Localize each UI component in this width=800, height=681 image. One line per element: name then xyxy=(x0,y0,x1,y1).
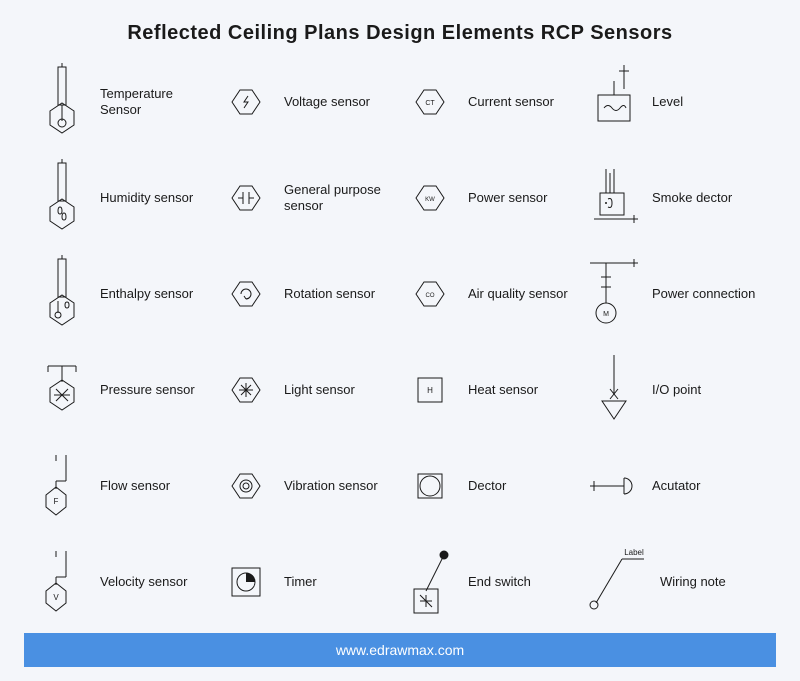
vibration-sensor-icon xyxy=(218,447,274,525)
cell-rotation: Rotation sensor xyxy=(218,255,398,333)
io-point-icon xyxy=(586,351,642,429)
cell-level: Level xyxy=(586,63,766,141)
voltage-sensor-icon xyxy=(218,63,274,141)
velocity-sensor-icon: V xyxy=(34,543,90,621)
label-actuator: Acutator xyxy=(652,478,700,494)
actuator-icon xyxy=(586,447,642,525)
flow-sensor-icon: F xyxy=(34,447,90,525)
label-flow: Flow sensor xyxy=(100,478,170,494)
cell-timer: Timer xyxy=(218,543,398,621)
cell-pressure: Pressure sensor xyxy=(34,351,214,429)
power-sensor-icon: KW xyxy=(402,159,458,237)
rotation-sensor-icon xyxy=(218,255,274,333)
light-sensor-icon xyxy=(218,351,274,429)
svg-text:KW: KW xyxy=(425,197,435,203)
label-light: Light sensor xyxy=(284,382,355,398)
label-enthalpy: Enthalpy sensor xyxy=(100,286,193,302)
cell-endswitch: End switch xyxy=(402,543,582,621)
label-velocity: Velocity sensor xyxy=(100,574,187,590)
label-vibration: Vibration sensor xyxy=(284,478,378,494)
label-pressure: Pressure sensor xyxy=(100,382,195,398)
cell-dector: Dector xyxy=(402,447,582,525)
cell-heat: H Heat sensor xyxy=(402,351,582,429)
current-sensor-icon: CT xyxy=(402,63,458,141)
humidity-sensor-icon xyxy=(34,159,90,237)
svg-text:CO: CO xyxy=(426,293,435,299)
footer-url: www.edrawmax.com xyxy=(336,642,464,658)
cell-humidity: Humidity sensor xyxy=(34,159,214,237)
label-iopoint: I/O point xyxy=(652,382,701,398)
page-title: Reflected Ceiling Plans Design Elements … xyxy=(0,0,800,63)
pressure-sensor-icon xyxy=(34,351,90,429)
label-voltage: Voltage sensor xyxy=(284,94,370,110)
svg-text:V: V xyxy=(53,593,59,602)
label-timer: Timer xyxy=(284,574,317,590)
label-level: Level xyxy=(652,94,683,110)
cell-current: CT Current sensor xyxy=(402,63,582,141)
label-humidity: Humidity sensor xyxy=(100,190,193,206)
label-power: Power sensor xyxy=(468,190,547,206)
label-endswitch: End switch xyxy=(468,574,531,590)
label-heat: Heat sensor xyxy=(468,382,538,398)
label-temperature: Temperature Sensor xyxy=(100,86,214,119)
label-dector: Dector xyxy=(468,478,506,494)
cell-air: CO Air quality sensor xyxy=(402,255,582,333)
svg-text:M: M xyxy=(603,311,609,318)
cell-voltage: Voltage sensor xyxy=(218,63,398,141)
cell-enthalpy: Enthalpy sensor xyxy=(34,255,214,333)
label-air: Air quality sensor xyxy=(468,286,568,302)
air-quality-sensor-icon: CO xyxy=(402,255,458,333)
level-icon xyxy=(586,63,642,141)
timer-icon xyxy=(218,543,274,621)
heat-sensor-icon: H xyxy=(402,351,458,429)
cell-smoke: Smoke dector xyxy=(586,159,766,237)
wiring-sublabel: Label xyxy=(624,548,644,557)
cell-power: KW Power sensor xyxy=(402,159,582,237)
smoke-dector-icon xyxy=(586,159,642,237)
cell-wiring: Label Wiring note xyxy=(586,543,766,621)
end-switch-icon xyxy=(402,543,458,621)
cell-light: Light sensor xyxy=(218,351,398,429)
power-connection-icon: M xyxy=(586,255,642,333)
general-sensor-icon xyxy=(218,159,274,237)
cell-iopoint: I/O point xyxy=(586,351,766,429)
svg-text:H: H xyxy=(427,386,433,395)
label-smoke: Smoke dector xyxy=(652,190,732,206)
svg-text:CT: CT xyxy=(425,100,435,107)
cell-velocity: V Velocity sensor xyxy=(34,543,214,621)
cell-vibration: Vibration sensor xyxy=(218,447,398,525)
temperature-sensor-icon xyxy=(34,63,90,141)
sensor-grid: Temperature Sensor Voltage sensor CT Cur… xyxy=(0,63,800,621)
label-general: General purpose sensor xyxy=(284,182,398,215)
label-rotation: Rotation sensor xyxy=(284,286,375,302)
cell-actuator: Acutator xyxy=(586,447,766,525)
dector-icon xyxy=(402,447,458,525)
cell-powerconn: M Power connection xyxy=(586,255,766,333)
label-current: Current sensor xyxy=(468,94,554,110)
cell-temperature: Temperature Sensor xyxy=(34,63,214,141)
label-wiring: Wiring note xyxy=(660,574,726,590)
enthalpy-sensor-icon xyxy=(34,255,90,333)
cell-flow: F Flow sensor xyxy=(34,447,214,525)
label-powerconn: Power connection xyxy=(652,286,755,302)
svg-text:F: F xyxy=(54,497,59,506)
wiring-note-icon: Label xyxy=(586,543,650,621)
footer-bar: www.edrawmax.com xyxy=(24,633,776,667)
cell-general: General purpose sensor xyxy=(218,159,398,237)
